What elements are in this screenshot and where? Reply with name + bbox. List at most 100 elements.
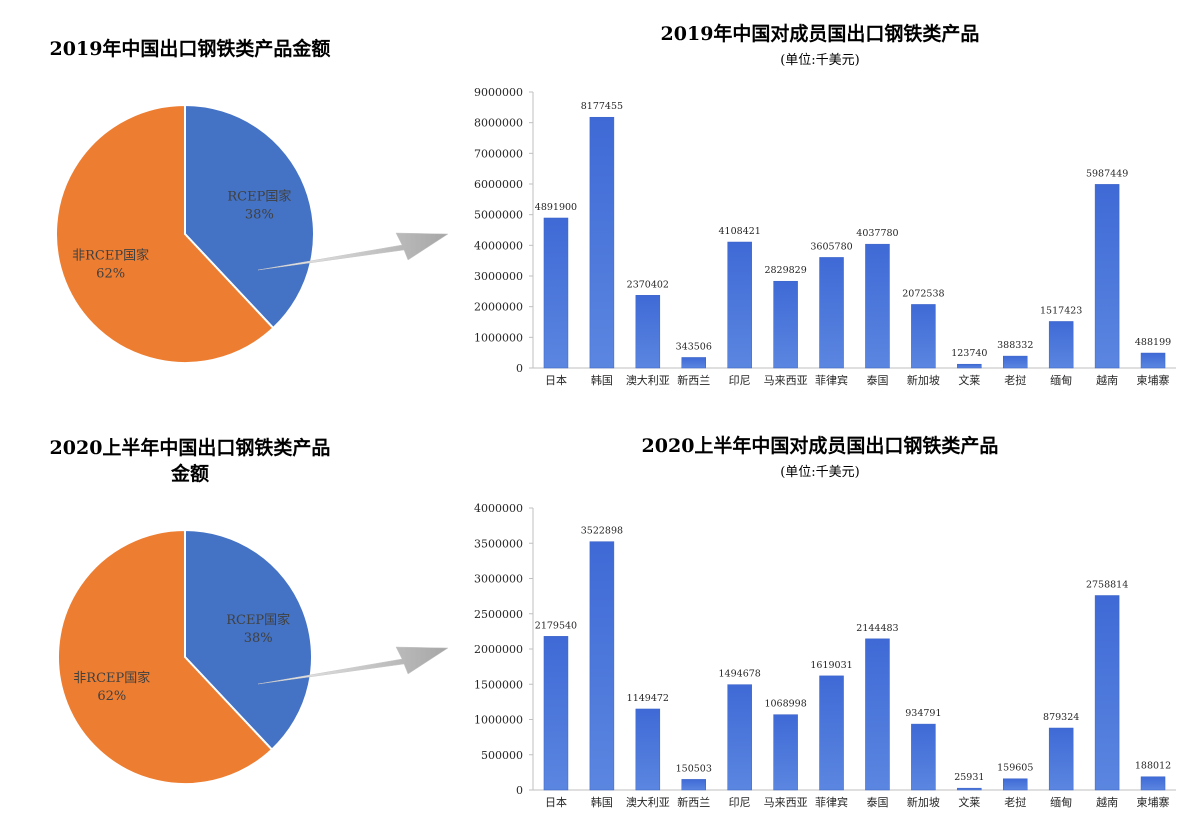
bar-2020h1-category-label-12: 越南 xyxy=(1096,795,1118,809)
bar-2019-y-tick-label: 3000000 xyxy=(474,270,523,283)
bar-2020h1-y-tick-label: 1000000 xyxy=(474,714,523,727)
bar-2019-category-label-6: 菲律宾 xyxy=(815,373,848,387)
bar-2020h1-data-label-11: 879324 xyxy=(1043,712,1079,723)
bar-chart-2020h1: 2020上半年中国对成员国出口钢铁类产品 (单位:千美元) 0 500000 100… xyxy=(474,434,1176,809)
bar-2020h1-bar-10 xyxy=(1003,778,1028,791)
bar-2020h1-bar-12 xyxy=(1094,595,1120,791)
bar-2020h1-category-label-8: 新加坡 xyxy=(907,795,940,809)
bar-2019-data-label-7: 4037780 xyxy=(856,228,898,239)
bar-2020h1-category-label-11: 缅甸 xyxy=(1050,795,1072,809)
bar-2020h1-data-label-12: 2758814 xyxy=(1086,580,1128,591)
bar-2020h1-data-label-6: 1619031 xyxy=(810,660,852,671)
bar-2020h1-category-label-6: 菲律宾 xyxy=(815,795,848,809)
bar-2020h1-category-label-4: 印尼 xyxy=(729,796,751,809)
bar-2019-data-label-10: 388332 xyxy=(997,340,1033,351)
pie-2020h1-slice-1 xyxy=(57,528,274,785)
bar-2020h1-data-label-8: 934791 xyxy=(905,708,941,719)
pie-chart-2019: 2019年中国出口钢铁类产品金额 RCEP国家 38% 非RCEP国家 62% xyxy=(50,37,331,364)
bar-2019-category-label-3: 新西兰 xyxy=(677,373,710,387)
bar-2020h1-category-label-9: 文莱 xyxy=(958,795,980,809)
pie-2019-slice-1 xyxy=(55,103,275,364)
bar-2020h1-bar-4 xyxy=(727,684,752,791)
bar-2020h1-title: 2020上半年中国对成员国出口钢铁类产品 xyxy=(642,434,999,457)
bar-2020h1-bar-1 xyxy=(589,541,615,791)
bar-2019-category-label-1: 韩国 xyxy=(591,373,613,387)
bar-2019-bar-0 xyxy=(543,217,569,369)
bar-2019-y-tick-label: 9000000 xyxy=(474,86,523,99)
bar-2019-y-tick-label: 1000000 xyxy=(474,331,523,344)
bar-2020h1-category-label-0: 日本 xyxy=(545,795,567,809)
bar-2019-data-label-3: 343506 xyxy=(676,341,712,352)
bar-2020h1-data-label-3: 150503 xyxy=(676,763,712,774)
bar-2020h1-bar-11 xyxy=(1048,727,1074,791)
bar-2019-y-tick-label: 2000000 xyxy=(474,301,523,314)
bar-2019-bar-12 xyxy=(1094,184,1120,369)
pie-2019-slice-0 xyxy=(184,103,315,330)
bar-2019-bar-1 xyxy=(589,116,615,369)
pie-2020h1-slice-0 xyxy=(184,528,313,751)
bar-2020h1-data-label-7: 2144483 xyxy=(856,623,898,634)
bar-2019-data-label-4: 4108421 xyxy=(719,226,761,237)
bar-2019-category-label-12: 越南 xyxy=(1096,373,1118,387)
bar-2019-y-tick-label: 5000000 xyxy=(474,209,523,222)
bar-2020h1-bar-6 xyxy=(819,675,844,791)
bar-2020h1-y-tick-label: 4000000 xyxy=(474,502,523,515)
pie-2020h1-slice-0-pct: 38% xyxy=(244,631,273,646)
bar-2020h1-category-label-2: 澳大利亚 xyxy=(626,795,670,809)
bar-2019-data-label-9: 123740 xyxy=(951,348,987,359)
bar-2019-category-label-5: 马来西亚 xyxy=(764,374,808,387)
bar-2020h1-bar-2 xyxy=(635,708,661,791)
bar-2020h1-category-label-5: 马来西亚 xyxy=(764,796,808,809)
bar-2020h1-bar-7 xyxy=(865,638,890,791)
bar-2020h1-data-label-5: 1068998 xyxy=(764,699,806,710)
bar-2019-category-label-11: 缅甸 xyxy=(1050,373,1072,387)
pie-2019-title: 2019年中国出口钢铁类产品金额 xyxy=(50,37,331,60)
bar-2020h1-data-label-0: 2179540 xyxy=(535,620,577,631)
bar-2020h1-subtitle: (单位:千美元) xyxy=(780,465,860,480)
bar-2019-data-label-8: 2072538 xyxy=(902,288,944,299)
bar-2019-bar-8 xyxy=(911,304,936,369)
bar-2020h1-bar-5 xyxy=(773,714,798,791)
bar-2019-bar-10 xyxy=(1003,355,1028,369)
bar-2020h1-category-label-10: 老挝 xyxy=(1004,795,1026,809)
bar-2019-category-label-10: 老挝 xyxy=(1004,373,1026,387)
bar-2020h1-category-label-1: 韩国 xyxy=(591,795,613,809)
bar-2020h1-data-label-10: 159605 xyxy=(997,763,1033,774)
bar-2020h1-plot: 0 500000 1000000 1500000 2000000 2500000 30000… xyxy=(474,502,1176,809)
bar-2019-y-tick-label: 6000000 xyxy=(474,178,523,191)
bar-2019-y-tick-label: 4000000 xyxy=(474,239,523,252)
pie-2020h1-title-line2: 金额 xyxy=(170,462,209,485)
bar-2020h1-data-label-4: 1494678 xyxy=(719,669,761,680)
bar-2020h1-y-tick-label: 1500000 xyxy=(474,678,523,691)
bar-2019-data-label-5: 2829829 xyxy=(764,265,806,276)
bar-2019-y-tick-label: 8000000 xyxy=(474,117,523,130)
pie-chart-2020h1: 2020上半年中国出口钢铁类产品 金额 RCEP国家 38% 非RCEP国家 62% xyxy=(50,436,330,785)
bar-2019-plot: 0 1000000 2000000 3000000 4000000 5000000 6000… xyxy=(474,86,1176,387)
bar-2019-category-label-8: 新加坡 xyxy=(907,373,940,387)
bar-2019-data-label-11: 1517423 xyxy=(1040,305,1082,316)
bar-2020h1-y-tick-label: 2000000 xyxy=(474,643,523,656)
bar-2020h1-y-tick-label: 3000000 xyxy=(474,573,523,586)
bar-2020h1-bar-9 xyxy=(957,787,982,791)
bar-2020h1-category-label-13: 柬埔寨 xyxy=(1137,795,1170,809)
bar-2020h1-y-tick-label: 3500000 xyxy=(474,537,523,550)
pie-2019-slice-1-pct: 62% xyxy=(96,266,125,281)
pie-2020h1-slice-1-name: 非RCEP国家 xyxy=(73,670,150,686)
pie-2020h1-slices: RCEP国家 38% 非RCEP国家 62% xyxy=(57,528,313,785)
pie-2019-slice-1-name: 非RCEP国家 xyxy=(72,247,149,263)
bar-2019-title: 2019年中国对成员国出口钢铁类产品 xyxy=(661,22,980,45)
bar-2020h1-y-tick-label: 500000 xyxy=(481,749,523,762)
bar-2019-data-label-6: 3605780 xyxy=(810,241,852,252)
bar-2020h1-data-label-2: 1149472 xyxy=(627,693,669,704)
bar-2020h1-category-label-7: 泰国 xyxy=(866,795,888,809)
bar-2019-bar-4 xyxy=(727,241,752,369)
bar-2019-bar-6 xyxy=(819,257,844,369)
bar-2019-y-tick-label: 7000000 xyxy=(474,147,523,160)
bar-2019-category-label-4: 印尼 xyxy=(729,374,751,387)
bar-2019-bar-5 xyxy=(773,280,798,369)
bar-2019-data-label-13: 488199 xyxy=(1135,337,1171,348)
bar-2019-bar-9 xyxy=(957,363,982,369)
bar-2019-category-label-9: 文莱 xyxy=(958,373,980,387)
pie-2020h1-slice-1-pct: 62% xyxy=(97,689,126,704)
